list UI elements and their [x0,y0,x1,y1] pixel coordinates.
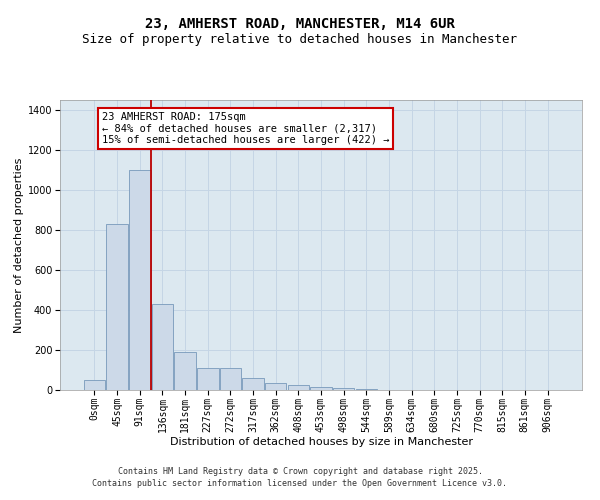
Bar [356,389,377,390]
Bar [106,224,128,390]
Bar [287,385,309,390]
Text: Contains HM Land Registry data © Crown copyright and database right 2025.
Contai: Contains HM Land Registry data © Crown c… [92,466,508,487]
Bar [265,383,286,390]
X-axis label: Distribution of detached houses by size in Manchester: Distribution of detached houses by size … [170,437,473,447]
Y-axis label: Number of detached properties: Number of detached properties [14,158,23,332]
Bar [197,368,218,390]
Bar [220,368,241,390]
Bar [152,304,173,390]
Bar [129,170,151,390]
Text: 23, AMHERST ROAD, MANCHESTER, M14 6UR: 23, AMHERST ROAD, MANCHESTER, M14 6UR [145,18,455,32]
Bar [333,388,355,390]
Text: Size of property relative to detached houses in Manchester: Size of property relative to detached ho… [83,32,517,46]
Bar [310,387,332,390]
Bar [175,352,196,390]
Bar [242,378,264,390]
Text: 23 AMHERST ROAD: 175sqm
← 84% of detached houses are smaller (2,317)
15% of semi: 23 AMHERST ROAD: 175sqm ← 84% of detache… [102,112,389,145]
Bar [84,380,105,390]
